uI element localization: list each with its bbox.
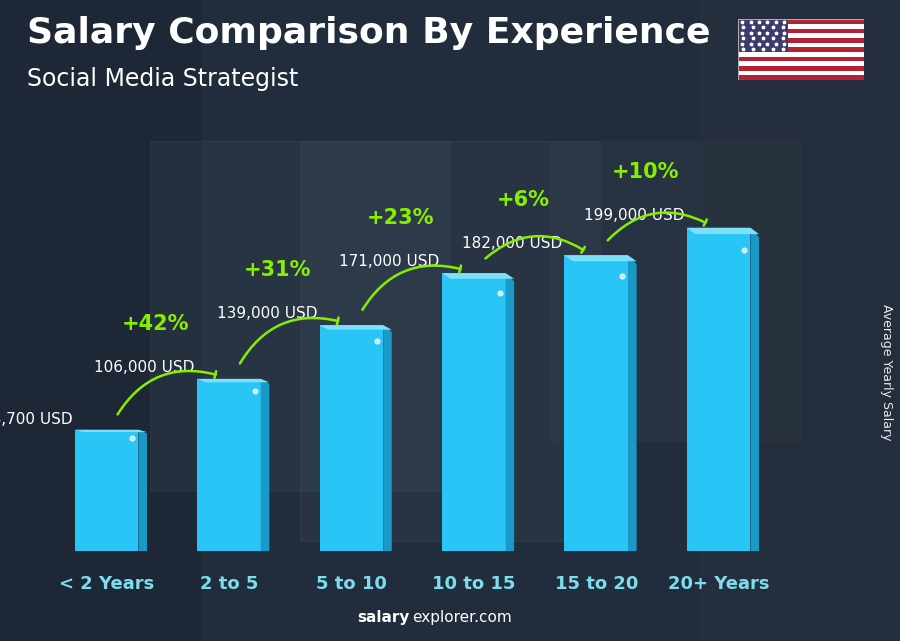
Polygon shape (628, 255, 636, 551)
Text: +31%: +31% (244, 260, 311, 280)
Text: salary: salary (357, 610, 410, 625)
Bar (738, 33, 864, 38)
Text: Average Yearly Salary: Average Yearly Salary (880, 304, 893, 440)
Bar (738, 52, 864, 56)
Bar (700, 0, 900, 641)
Polygon shape (75, 429, 147, 432)
Text: +42%: +42% (122, 313, 189, 333)
Text: Social Media Strategist: Social Media Strategist (27, 67, 299, 91)
Text: 139,000 USD: 139,000 USD (217, 306, 317, 321)
Text: 182,000 USD: 182,000 USD (462, 236, 562, 251)
Polygon shape (261, 379, 269, 551)
Polygon shape (139, 429, 147, 551)
Text: explorer.com: explorer.com (412, 610, 512, 625)
Text: Salary Comparison By Experience: Salary Comparison By Experience (27, 16, 710, 50)
Bar (738, 56, 864, 62)
Bar (738, 19, 788, 52)
Polygon shape (564, 255, 636, 262)
Text: +23%: +23% (366, 208, 434, 228)
Polygon shape (320, 325, 392, 329)
Bar (0, 0, 200, 641)
Bar (738, 47, 864, 52)
Text: +6%: +6% (496, 190, 549, 210)
Text: 74,700 USD: 74,700 USD (0, 412, 72, 427)
Bar (738, 66, 864, 71)
Bar (738, 24, 864, 29)
Bar (687, 228, 751, 551)
Bar (150, 141, 450, 491)
Bar (320, 325, 383, 551)
Text: 106,000 USD: 106,000 USD (94, 360, 194, 376)
Bar (738, 19, 864, 24)
Polygon shape (383, 325, 392, 551)
Bar (738, 38, 864, 43)
Bar (300, 141, 600, 541)
Bar (738, 76, 864, 80)
Polygon shape (687, 228, 759, 234)
Polygon shape (506, 273, 514, 551)
Bar (564, 255, 628, 551)
Bar (738, 43, 864, 47)
Bar (738, 62, 864, 66)
Bar (197, 379, 261, 551)
Polygon shape (751, 228, 759, 551)
Polygon shape (442, 273, 514, 279)
Bar (75, 429, 139, 551)
Text: 171,000 USD: 171,000 USD (339, 254, 439, 269)
Text: 199,000 USD: 199,000 USD (584, 208, 684, 223)
Text: +10%: +10% (611, 162, 679, 183)
Bar (550, 141, 800, 441)
Bar (738, 71, 864, 76)
Polygon shape (197, 379, 269, 382)
Bar (738, 29, 864, 33)
Bar (442, 273, 506, 551)
